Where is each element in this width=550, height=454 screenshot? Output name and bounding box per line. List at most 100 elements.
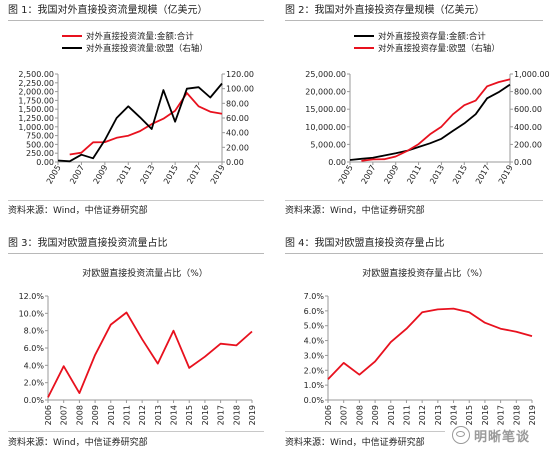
x-tick-label: 2017	[497, 405, 506, 425]
x-tick-label: 2012	[138, 405, 147, 425]
x-tick-label: 2018	[232, 405, 241, 425]
source-divider-1	[8, 200, 264, 201]
y-left-tick-label: 1,500.00	[18, 105, 54, 114]
y-right-tick-label: 60.00	[226, 114, 249, 123]
y-right-tick-label: 40.00	[226, 129, 249, 138]
y-tick-label: 1.0%	[304, 381, 325, 390]
title-divider-4	[285, 253, 543, 254]
x-tick-label: 2011	[115, 164, 133, 186]
title-divider-2	[285, 20, 543, 21]
x-tick-label: 2014	[170, 405, 179, 425]
x-tick-label: 2010	[387, 405, 396, 425]
y-right-tick-label: 120.00	[226, 70, 254, 79]
chart-title: 对欧盟直接投资流量占比（%）	[82, 267, 208, 279]
chart-fdi-stock: 0.00 5,000.00 10,000.00 15,000.00 20,000.00 2…	[305, 31, 550, 186]
x-tick-label: 2013	[154, 405, 163, 425]
series-line-1	[349, 83, 511, 161]
x-tick-label: 2019	[497, 164, 515, 186]
y-tick-label: 2.0%	[304, 366, 325, 375]
x-tick-label: 2013	[138, 164, 156, 186]
x-tick-label: 2017	[185, 164, 203, 186]
watermark: 明晰笔谈	[452, 424, 546, 446]
y-tick-label: 0.0%	[304, 396, 325, 405]
y-tick-label: 4.0%	[304, 337, 325, 346]
y-tick-label: 8.0%	[24, 327, 45, 336]
x-tick-label: 2017	[474, 164, 492, 186]
x-tick-label: 2015	[185, 405, 194, 425]
title-divider-3	[8, 253, 264, 254]
series-line-1	[327, 307, 533, 380]
y-left-tick-label: 10,000.00	[305, 123, 346, 132]
y-left-tick-label: 25,000.00	[305, 70, 346, 79]
legend-label-2: 对外直接投资存量:欧盟（右轴）	[378, 43, 500, 54]
series-line-2	[361, 78, 511, 162]
title-divider-1	[8, 20, 264, 21]
x-tick-label: 2013	[428, 164, 446, 186]
x-tick-label: 2010	[107, 405, 116, 425]
x-tick-label: 2008	[75, 405, 84, 425]
legend-label-1: 对外直接投资流量:金额:合计	[86, 31, 194, 42]
y-left-tick-label: 20,000.00	[305, 88, 346, 97]
x-tick-label: 2019	[528, 405, 537, 425]
y-right-tick-label: 200.00	[514, 140, 542, 149]
legend-label-1: 对外直接投资存量:金额:合计	[378, 31, 486, 42]
panel-title-4: 图 4：我国对欧盟直接投资存量占比	[285, 238, 445, 249]
source-note-1: 资料来源：Wind，中信证券研究部	[8, 206, 148, 216]
y-tick-label: 6.0%	[304, 307, 325, 316]
y-right-tick-label: 20.00	[226, 143, 249, 152]
y-left-tick-label: 0.00	[36, 158, 54, 167]
x-tick-label: 2016	[481, 405, 490, 425]
x-tick-label: 2015	[465, 405, 474, 425]
y-right-tick-label: 80.00	[226, 99, 249, 108]
chart-eu-stock-share: 对欧盟直接投资存量占比（%） 0.0% 1.0% 2.0% 3.0% 4.0% 5.0% 6.…	[304, 267, 537, 425]
x-tick-label: 2019	[209, 164, 227, 186]
y-tick-label: 2.0%	[24, 379, 45, 388]
chart-eu-flow-share: 对欧盟直接投资流量占比（%） 0.0% 2.0% 4.0% 6.0% 8.0% 10.0% 1…	[19, 267, 257, 425]
y-right-tick-label: 1,000.00	[514, 70, 550, 79]
speech-bubble-icon	[452, 426, 470, 444]
x-tick-label: 2009	[92, 164, 110, 186]
x-tick-label: 2011	[122, 405, 131, 425]
panel-title-2: 图 2：我国对外直接投资存量规模（亿美元）	[285, 5, 485, 16]
x-tick-label: 2012	[418, 405, 427, 425]
x-tick-label: 2018	[512, 405, 521, 425]
source-note-3: 资料来源：Wind，中信证券研究部	[8, 438, 148, 448]
series-line-1	[47, 311, 253, 398]
x-tick-label: 2006	[44, 405, 53, 425]
x-tick-label: 2007	[68, 164, 86, 186]
x-tick-label: 2017	[217, 405, 226, 425]
y-right-tick-label: 0.00	[226, 158, 244, 167]
x-tick-label: 2007	[360, 164, 378, 186]
y-left-tick-label: 250.00	[26, 149, 54, 158]
y-left-tick-label: 15,000.00	[305, 105, 346, 114]
y-tick-label: 7.0%	[304, 292, 325, 301]
y-tick-label: 3.0%	[304, 351, 325, 360]
y-tick-label: 5.0%	[304, 322, 325, 331]
chart-fdi-flow: 0.00250.00500.00750.001,000.001,250.001,…	[18, 31, 254, 186]
x-tick-label: 2014	[450, 405, 459, 425]
source-divider-4	[285, 431, 445, 432]
y-right-tick-label: 100.00	[226, 85, 254, 94]
y-tick-label: 10.0%	[19, 309, 45, 318]
x-tick-label: 2011	[405, 164, 423, 186]
panel-title-3: 图 3：我国对欧盟直接投资流量占比	[8, 238, 168, 249]
y-left-tick-label: 0.00	[328, 158, 346, 167]
legend-label-2: 对外直接投资流量:欧盟（右轴）	[86, 43, 208, 54]
y-left-tick-label: 500.00	[26, 140, 54, 149]
x-tick-label: 2016	[201, 405, 210, 425]
y-left-tick-label: 750.00	[26, 132, 54, 141]
x-tick-label: 2006	[324, 405, 333, 425]
chart-title: 对欧盟直接投资存量占比（%）	[362, 267, 488, 279]
y-left-tick-label: 1,000.00	[18, 123, 54, 132]
y-tick-label: 6.0%	[24, 344, 45, 353]
source-divider-2	[285, 200, 543, 201]
y-left-tick-label: 5,000.00	[310, 140, 346, 149]
source-note-4: 资料来源：Wind，中信证券研究部	[285, 438, 425, 448]
x-tick-label: 2019	[248, 405, 257, 425]
y-right-tick-label: 400.00	[514, 123, 542, 132]
x-tick-label: 2007	[340, 405, 349, 425]
y-tick-label: 12.0%	[19, 292, 45, 301]
panel-title-1: 图 1：我国对外直接投资流量规模（亿美元）	[8, 5, 208, 16]
y-left-tick-label: 2,250.00	[18, 79, 54, 88]
y-left-tick-label: 1,750.00	[18, 96, 54, 105]
